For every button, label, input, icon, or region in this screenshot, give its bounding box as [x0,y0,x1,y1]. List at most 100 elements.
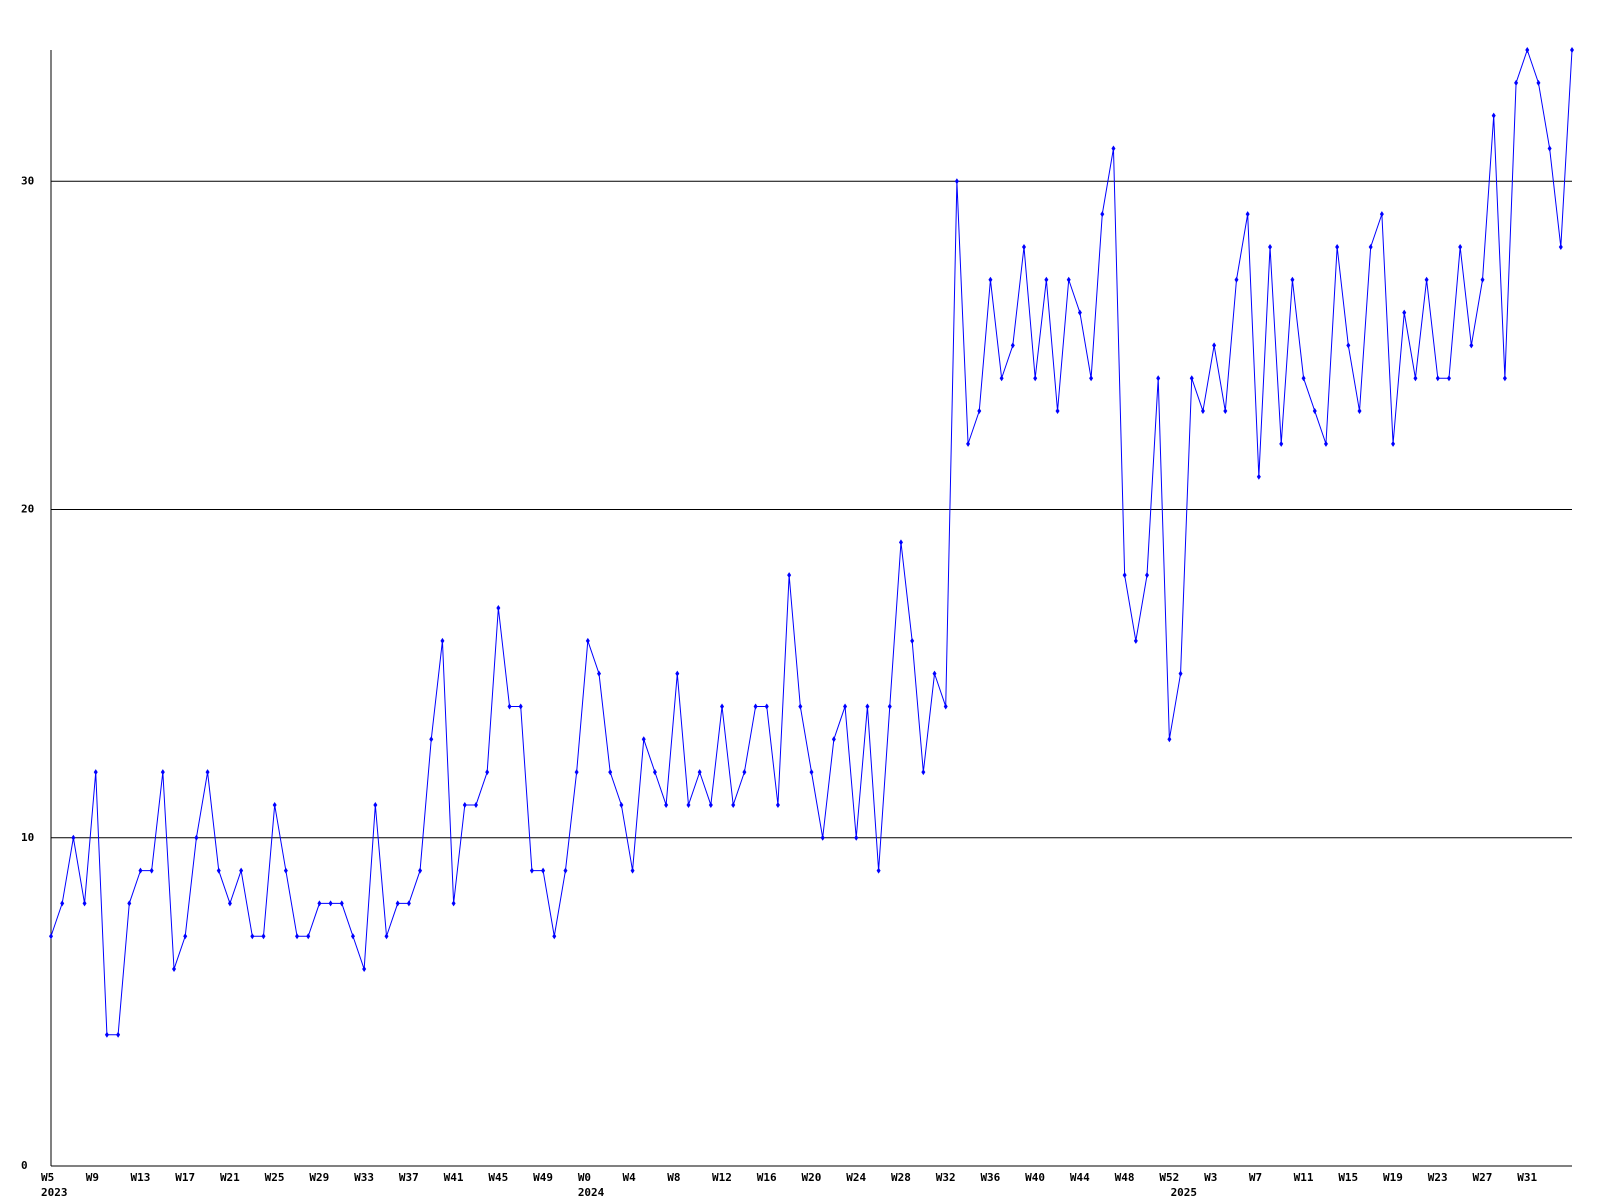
x-tick-label: W29 [309,1171,329,1184]
x-tick-label: W33 [354,1171,374,1184]
point-marker [820,834,825,841]
point-marker [1234,276,1239,283]
point-marker [1335,243,1340,250]
year-label: 2024 [578,1186,605,1199]
point-marker [988,276,993,283]
point-marker [686,801,691,808]
x-tick-label: W16 [757,1171,777,1184]
point-marker [1223,408,1228,415]
point-marker [104,1031,109,1038]
point-marker [1536,79,1541,86]
point-marker [429,736,434,743]
point-marker [932,670,937,677]
point-marker [1547,145,1552,152]
data-line [50,48,1573,1036]
point-marker [172,966,177,973]
point-marker [1189,375,1194,382]
point-marker [250,933,255,940]
point-marker [563,867,568,874]
point-marker [1077,309,1082,316]
point-marker [1178,670,1183,677]
x-tick-label: W44 [1070,1171,1090,1184]
point-marker [127,900,132,907]
point-marker [652,769,657,776]
point-marker [227,900,232,907]
point-marker [205,769,210,776]
point-marker [60,900,65,907]
point-marker [742,769,747,776]
point-marker [261,933,266,940]
point-marker [295,933,300,940]
point-marker [541,867,546,874]
x-tick-label: W25 [265,1171,285,1184]
point-marker [1413,375,1418,382]
point-marker [1021,243,1026,250]
point-marker [1491,112,1496,119]
point-marker [1323,440,1328,447]
point-marker [753,703,758,710]
x-tick-label: W31 [1517,1171,1537,1184]
point-marker [910,637,915,644]
y-tick-label: 0 [21,1159,28,1172]
x-tick-label: W45 [488,1171,508,1184]
point-marker [1312,408,1317,415]
point-marker [1212,342,1217,349]
point-marker [775,801,780,808]
point-marker [731,801,736,808]
x-tick-label: W28 [891,1171,911,1184]
year-label: 2023 [41,1186,68,1199]
point-marker [798,703,803,710]
point-marker [608,769,613,776]
point-marker [630,867,635,874]
point-marker [1346,342,1351,349]
x-tick-label: W32 [936,1171,956,1184]
x-tick-label: W27 [1473,1171,1493,1184]
point-marker [328,900,333,907]
point-marker [283,867,288,874]
x-tick-label: W9 [86,1171,99,1184]
point-marker [1469,342,1474,349]
point-marker [1156,375,1161,382]
point-marker [843,703,848,710]
x-tick-label: W4 [623,1171,637,1184]
x-tick-label: W0 [578,1171,591,1184]
point-marker [183,933,188,940]
point-marker [619,801,624,808]
point-marker [272,801,277,808]
point-marker [1379,211,1384,218]
point-marker [966,440,971,447]
point-marker [887,703,892,710]
point-marker [1525,47,1530,53]
x-tick-label: W21 [220,1171,240,1184]
point-marker [1502,375,1507,382]
point-marker [418,867,423,874]
point-marker [216,867,221,874]
point-marker [585,637,590,644]
point-marker [71,834,76,841]
point-marker [943,703,948,710]
point-marker [1200,408,1205,415]
point-marker [664,801,669,808]
point-marker [831,736,836,743]
x-tick-label: W3 [1204,1171,1217,1184]
point-marker [395,900,400,907]
point-marker [1558,243,1563,250]
point-marker [1100,211,1105,218]
point-marker [451,900,456,907]
point-marker [1402,309,1407,316]
point-marker [1010,342,1015,349]
point-marker [1055,408,1060,415]
point-marker [317,900,322,907]
point-marker [485,769,490,776]
point-marker [854,834,859,841]
y-tick-label: 20 [21,503,34,516]
point-marker [160,769,165,776]
point-marker [552,933,557,940]
x-tick-label: W13 [130,1171,150,1184]
point-marker [720,703,725,710]
point-marker [1245,211,1250,218]
point-marker [1458,243,1463,250]
point-marker [809,769,814,776]
point-marker [138,867,143,874]
